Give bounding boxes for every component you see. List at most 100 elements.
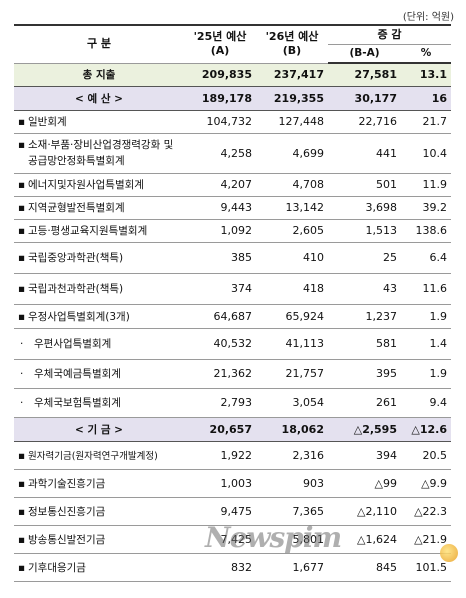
cell-a: 832: [184, 553, 256, 582]
table-row: · 우체국보험특별회계 2,793 3,054 261 9.4: [14, 388, 452, 418]
cell-a: 104,732: [184, 110, 256, 134]
row-name: 총 지출: [14, 63, 184, 87]
cell-pct: 11.6: [401, 273, 452, 305]
cell-diff: 441: [328, 133, 401, 174]
row-total: 총 지출 209,835 237,417 27,581 13.1: [14, 63, 452, 87]
bullet-icon: ▪: [18, 225, 26, 237]
row-name: · 우편사업특별회계: [14, 328, 184, 360]
table-row: · 우편사업특별회계 40,532 41,113 581 1.4: [14, 328, 452, 360]
cell-diff: 1,237: [328, 304, 401, 329]
cell-pct: 39.2: [401, 196, 452, 220]
row-name-text-line2: 공급망안정화특별회계: [28, 155, 125, 167]
cell-pct: 16: [401, 86, 452, 111]
cell-diff: 581: [328, 328, 401, 360]
row-name-text: 일반회계: [28, 116, 67, 128]
row-name-text: 우체국보험특별회계: [34, 397, 121, 409]
cell-a: 20,657: [184, 417, 256, 442]
unit-label: (단위: 억원): [402, 12, 454, 23]
row-name: ▪ 과학기술진흥기금: [14, 469, 184, 498]
cell-a: 2,793: [184, 388, 256, 418]
budget-table: 구 분 '25년 예산 (A) '26년 예산 (B) 증 감 (B-A) % …: [14, 24, 452, 582]
cell-b: 21,757: [256, 359, 328, 389]
cell-pct: 101.5: [401, 553, 452, 582]
row-name-text: 에너지및자원사업특별회계: [28, 179, 144, 191]
table-row: ▪ 방송통신발전기금 7,425 5,801 △1,624 △21.9: [14, 525, 452, 554]
cell-b: 127,448: [256, 110, 328, 134]
row-name: ▪ 기후대응기금: [14, 553, 184, 582]
table-row: ▪ 국립중앙과학관(책특) 385 410 25 6.4: [14, 242, 452, 274]
row-name-text: 원자력기금(원자력연구개발계정): [28, 451, 158, 462]
cell-pct: 13.1: [401, 63, 452, 87]
cell-diff: △99: [328, 469, 401, 498]
header-col-b-year: '26년 예산: [265, 30, 319, 44]
header-change: 증 감: [328, 24, 452, 45]
row-name: ▪ 정보통신진흥기금: [14, 497, 184, 526]
cell-pct: 138.6: [401, 219, 452, 243]
cell-a: 4,258: [184, 133, 256, 174]
bullet-icon: ▪: [18, 252, 26, 264]
cell-b: 4,708: [256, 173, 328, 197]
cell-a: 1,003: [184, 469, 256, 498]
cell-b: 4,699: [256, 133, 328, 174]
cell-diff: 261: [328, 388, 401, 418]
table-row: ▪ 일반회계 104,732 127,448 22,716 21.7: [14, 110, 452, 134]
bullet-icon: ▪: [18, 310, 26, 323]
bullet-icon: ▪: [18, 202, 26, 214]
cell-b: 65,924: [256, 304, 328, 329]
row-name: ▪ 고등·평생교육지원특별회계: [14, 219, 184, 243]
cell-pct: △22.3: [401, 497, 452, 526]
bullet-icon: ▪: [18, 283, 26, 295]
table-row: ▪ 지역균형발전특별회계 9,443 13,142 3,698 39.2: [14, 196, 452, 220]
row-name: · 우체국예금특별회계: [14, 359, 184, 389]
cell-diff: 1,513: [328, 219, 401, 243]
row-name-text: 국립중앙과학관(책특): [28, 252, 124, 264]
bullet-icon: ▪: [18, 533, 26, 546]
cell-pct: 1.9: [401, 359, 452, 389]
cell-pct: 1.9: [401, 304, 452, 329]
bullet-icon: ▪: [18, 561, 26, 574]
cell-a: 1,922: [184, 441, 256, 470]
header-col-b: '26년 예산 (B): [256, 24, 328, 64]
cell-a: 209,835: [184, 63, 256, 87]
cell-pct: 20.5: [401, 441, 452, 470]
bullet-icon: ▪: [18, 450, 26, 462]
cell-diff: 845: [328, 553, 401, 582]
header-col-b-label: (B): [282, 44, 302, 58]
cell-diff: 395: [328, 359, 401, 389]
cell-diff: 394: [328, 441, 401, 470]
row-name-text: 우편사업특별회계: [34, 338, 112, 350]
cell-pct: △12.6: [401, 417, 452, 442]
cell-pct: 6.4: [401, 242, 452, 274]
cell-a: 9,443: [184, 196, 256, 220]
row-name: ▪ 소재·부품·장비산업경쟁력강화 및 공급망안정화특별회계: [14, 133, 184, 174]
cell-pct: △9.9: [401, 469, 452, 498]
cell-b: 410: [256, 242, 328, 274]
table-row: ▪ 과학기술진흥기금 1,003 903 △99 △9.9: [14, 469, 452, 498]
cell-diff: 25: [328, 242, 401, 274]
header-change-pct: %: [401, 44, 452, 64]
newspim-watermark: Newspim: [205, 521, 342, 554]
cell-b: 41,113: [256, 328, 328, 360]
row-name-text: 기후대응기금: [28, 561, 86, 574]
row-name: ▪ 원자력기금(원자력연구개발계정): [14, 441, 184, 470]
table-row: ▪ 고등·평생교육지원특별회계 1,092 2,605 1,513 138.6: [14, 219, 452, 243]
row-name: ▪ 지역균형발전특별회계: [14, 196, 184, 220]
row-name: < 예 산 >: [14, 86, 184, 111]
cell-a: 1,092: [184, 219, 256, 243]
bullet-icon: ▪: [18, 139, 26, 151]
cell-diff: △1,624: [328, 525, 401, 554]
row-name: ▪ 에너지및자원사업특별회계: [14, 173, 184, 197]
cell-diff: 3,698: [328, 196, 401, 220]
row-name-text: 우체국예금특별회계: [34, 368, 121, 380]
cell-pct: 10.4: [401, 133, 452, 174]
cell-a: 7,425: [184, 525, 256, 554]
header-col-a-label: (A): [210, 44, 230, 58]
header-col-a: '25년 예산 (A): [184, 24, 256, 64]
cell-pct: 21.7: [401, 110, 452, 134]
cell-pct: 1.4: [401, 328, 452, 360]
row-name: < 기 금 >: [14, 417, 184, 442]
table-row: ▪ 기후대응기금 832 1,677 845 101.5: [14, 553, 452, 582]
row-name-text: 우정사업특별회계(3개): [28, 310, 130, 323]
cell-b: 3,054: [256, 388, 328, 418]
cell-diff: 22,716: [328, 110, 401, 134]
